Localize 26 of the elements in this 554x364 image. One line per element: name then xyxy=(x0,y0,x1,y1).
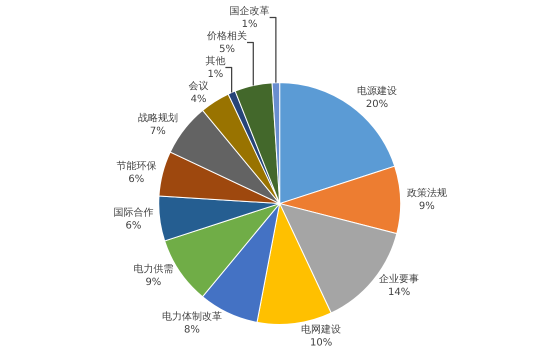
slice-label: 会议 xyxy=(188,80,209,92)
slice-label: 战略规划 xyxy=(138,112,178,124)
data-label: 9% xyxy=(145,276,162,288)
data-label: 7% xyxy=(150,126,166,138)
data-label: 20% xyxy=(366,99,388,110)
data-label: 9% xyxy=(418,201,435,212)
data-label: 14% xyxy=(388,287,410,298)
slice-label: 政策法规 xyxy=(406,187,447,200)
slice-label: 价格相关 xyxy=(206,30,248,42)
data-label: 10% xyxy=(310,337,332,348)
slice-label: 电力体制改革 xyxy=(162,310,222,323)
slice-label: 电力供需 xyxy=(133,262,174,275)
data-label: 6% xyxy=(128,174,144,186)
slice-label: 节能环保 xyxy=(116,160,156,172)
data-label: 5% xyxy=(219,44,235,56)
slice-label: 电源建设 xyxy=(357,85,398,98)
slice-label: 电网建设 xyxy=(301,323,342,336)
data-label: 6% xyxy=(125,220,142,232)
data-label: 1% xyxy=(207,69,224,80)
data-label: 4% xyxy=(190,94,207,106)
slice-label: 国际合作 xyxy=(113,206,154,218)
data-label: 8% xyxy=(184,324,200,336)
slice-label: 其他 xyxy=(205,55,226,68)
data-label: 1% xyxy=(242,19,258,30)
slice-label: 企业要事 xyxy=(379,273,420,286)
slice-label: 国企改革 xyxy=(230,5,270,18)
